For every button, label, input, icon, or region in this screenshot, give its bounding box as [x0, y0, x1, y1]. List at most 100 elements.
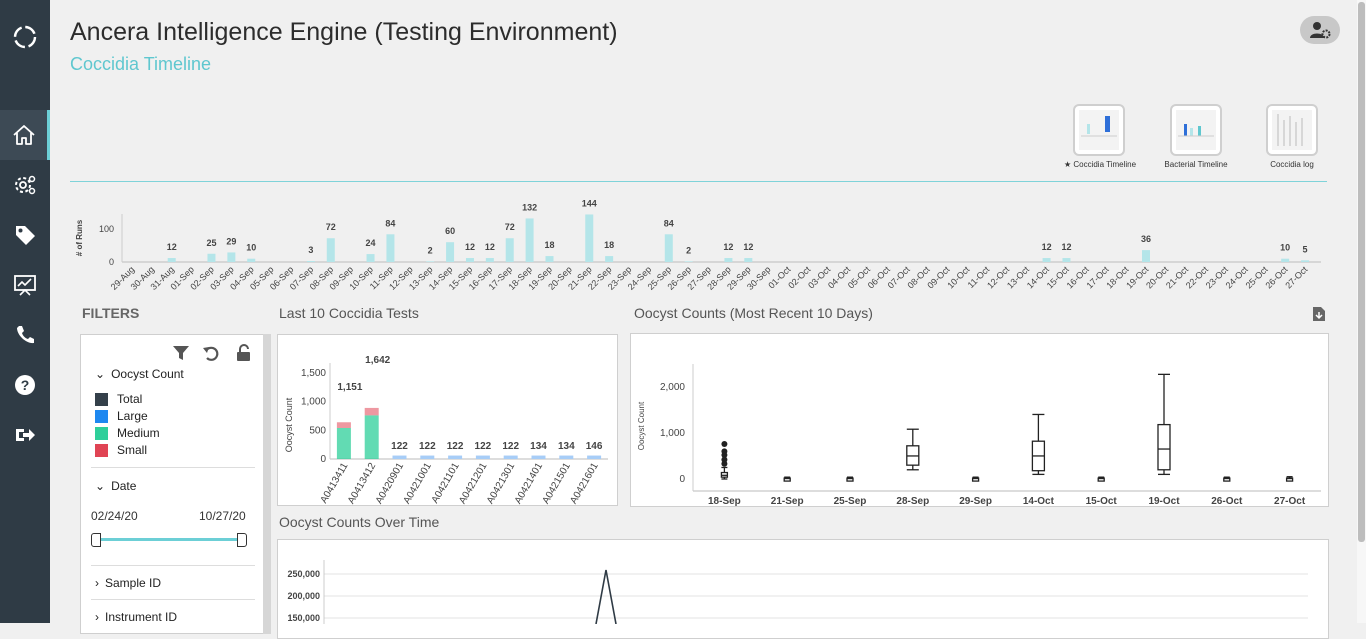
help-icon: ? — [15, 375, 35, 395]
timeline-bar — [1062, 258, 1071, 262]
date-label: Date — [111, 479, 137, 493]
date-toggle[interactable]: ⌄ Date — [95, 479, 136, 493]
y-tick-label: 0 — [320, 454, 326, 465]
x-tick-label: 21-Sep — [771, 496, 804, 506]
test-bar-large — [420, 455, 435, 459]
oocyst-box-chart: 0 1,000 2,000 Oocyst Count 18-Sep 21-Sep 25-Se… — [637, 364, 1321, 507]
filters-panel: ⌄ Oocyst Count Total Large Medium Small ⌄… — [80, 334, 270, 634]
page-scrollbar[interactable] — [1357, 0, 1366, 623]
oocyst-recent-panel: 0 1,000 2,000 Oocyst Count 18-Sep 21-Sep 25-Se… — [630, 333, 1329, 507]
chart-thumbnail-icon — [1079, 110, 1119, 150]
filter-divider — [91, 599, 255, 600]
dashboard-label[interactable]: Bacterial Timeline — [1164, 160, 1228, 169]
x-tick-label: 29-Sep — [959, 496, 992, 506]
data-label: 144 — [582, 198, 597, 208]
svg-text:?: ? — [21, 377, 30, 393]
data-label: 2 — [686, 245, 691, 255]
slider-handle-end[interactable] — [237, 533, 247, 547]
date-slider[interactable] — [91, 533, 249, 547]
y-tick-label: 1,500 — [301, 368, 326, 379]
nav-help[interactable]: ? — [0, 360, 50, 410]
data-label: 12 — [485, 242, 495, 252]
data-label: 72 — [326, 222, 336, 232]
nav-reports[interactable] — [0, 260, 50, 310]
data-label: 3 — [308, 245, 313, 255]
test-bar-medium — [364, 415, 379, 459]
dashboard-thumb-bacterial-timeline[interactable] — [1170, 104, 1222, 156]
nav-logout[interactable] — [0, 410, 50, 460]
x-tick-label: A0421501 — [541, 461, 574, 505]
timeline-bar — [167, 258, 176, 262]
x-tick-label: 27-Oct — [1274, 496, 1306, 506]
instrument-id-label: Instrument ID — [105, 610, 178, 624]
last10-panel: 0 500 1,000 1,500 Oocyst Count 1,151 A0413411 1… — [277, 334, 618, 506]
instrument-id-toggle[interactable]: › Instrument ID — [95, 610, 177, 624]
scrollbar-thumb[interactable] — [1358, 2, 1365, 542]
logo-icon[interactable] — [0, 12, 50, 62]
y-tick-label: 100 — [99, 224, 114, 234]
outlier-point — [721, 448, 728, 455]
data-label: 12 — [167, 242, 177, 252]
x-tick-label: 15-Oct — [1086, 496, 1118, 506]
data-label: 36 — [1141, 234, 1151, 244]
slider-handle-start[interactable] — [91, 533, 101, 547]
data-label: 132 — [522, 202, 537, 212]
x-tick-label: A0421201 — [457, 461, 490, 505]
reset-icon[interactable] — [201, 343, 221, 363]
timeline-bar — [505, 238, 514, 262]
legend-small[interactable]: Small — [95, 443, 147, 457]
x-tick-label: 26-Oct — [1211, 496, 1243, 506]
legend-swatch — [95, 426, 108, 440]
sample-id-toggle[interactable]: › Sample ID — [95, 576, 161, 590]
nav-contact[interactable] — [0, 310, 50, 360]
x-tick-label: A0421601 — [568, 461, 601, 505]
dashboard-label[interactable]: Coccidia log — [1270, 160, 1314, 169]
test-bar-large — [475, 455, 490, 459]
y-tick-label: 1,000 — [660, 428, 685, 439]
legend-medium[interactable]: Medium — [95, 426, 160, 440]
nav-settings[interactable] — [0, 160, 50, 210]
legend-large[interactable]: Large — [95, 409, 148, 423]
download-icon[interactable] — [1312, 306, 1326, 322]
logout-icon — [16, 429, 35, 441]
y-tick-label: 0 — [679, 474, 685, 485]
legend-label: Medium — [117, 426, 160, 440]
test-bar-large — [448, 455, 463, 459]
timeline-bar — [465, 258, 474, 262]
data-label: 1,642 — [365, 355, 390, 366]
x-tick-label: 19-Oct — [1148, 496, 1180, 506]
test-bar-medium — [336, 428, 351, 459]
dashboard-thumb-coccidia-timeline[interactable] — [1073, 104, 1125, 156]
series-line — [595, 569, 617, 625]
box — [1157, 423, 1171, 471]
date-start: 02/24/20 — [91, 509, 138, 523]
filter-icon[interactable] — [171, 343, 191, 363]
lock-icon[interactable] — [234, 343, 254, 363]
nav-tags[interactable] — [0, 210, 50, 260]
legend-label: Small — [117, 443, 148, 457]
presentation-icon — [14, 275, 36, 296]
legend-swatch — [95, 409, 108, 423]
timeline-bar — [724, 258, 733, 262]
dashboard-thumb-coccidia-log[interactable] — [1266, 104, 1318, 156]
oocyst-recent-title: Oocyst Counts (Most Recent 10 Days) — [634, 305, 873, 321]
data-label: 12 — [743, 242, 753, 252]
sidebar: ? — [0, 0, 50, 623]
nav-home[interactable] — [0, 110, 50, 160]
test-bar-large — [559, 455, 574, 459]
timeline-bar — [744, 258, 753, 262]
x-tick-label: 25-Sep — [834, 496, 867, 506]
filters-scrollbar[interactable] — [263, 334, 271, 634]
user-gear-icon — [1310, 22, 1331, 39]
oocyst-over-time-panel: 250,000 200,000 150,000 — [277, 539, 1329, 639]
dashboard-label[interactable]: ★ Coccidia Timeline — [1063, 160, 1137, 169]
oocyst-count-toggle[interactable]: ⌄ Oocyst Count — [95, 367, 184, 381]
last10-chart: 0 500 1,000 1,500 Oocyst Count 1,151 A0413411 1… — [284, 355, 608, 506]
legend-total[interactable]: Total — [95, 392, 142, 406]
chart-thumbnail-icon — [1176, 110, 1216, 150]
y-tick-label: 1,000 — [301, 397, 326, 408]
y-axis-label: Oocyst Count — [637, 401, 646, 450]
chevron-right-icon: › — [95, 610, 99, 624]
user-settings-button[interactable] — [1300, 16, 1340, 44]
oocyst-count-label: Oocyst Count — [111, 367, 184, 381]
